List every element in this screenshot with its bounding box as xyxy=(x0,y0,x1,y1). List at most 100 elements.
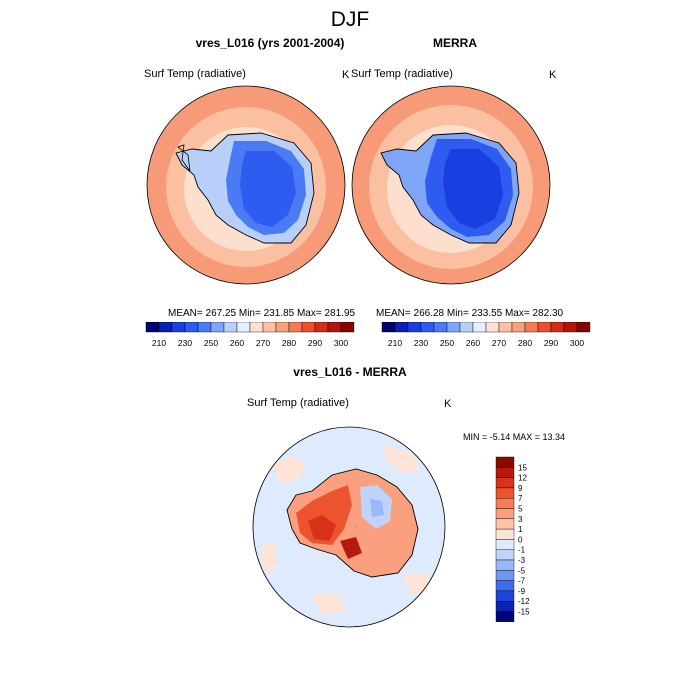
colorbar-swatch xyxy=(485,322,500,333)
colorbar-swatch xyxy=(495,570,515,581)
colorbar-tick-labels: 210 230 250 260 270 280 290 300 xyxy=(388,338,584,348)
colorbar-horizontal-model: 210 230 250 260 270 280 290 300 xyxy=(145,322,355,348)
colorbar-swatch xyxy=(537,322,552,333)
colorbar-tick-label: 9 xyxy=(518,484,523,493)
colorbar-tick-label: 15 xyxy=(518,463,527,472)
page-title: DJF xyxy=(330,8,370,31)
panel-variable-label-merra: Surf Temp (radiative) xyxy=(351,68,453,80)
panel-title-model: vres_L016 (yrs 2001-2004) xyxy=(195,36,345,50)
colorbar-tick-label: 260 xyxy=(230,338,244,348)
colorbar-tick-label: 5 xyxy=(518,505,523,514)
colorbar-swatch xyxy=(249,322,264,333)
colorbar-swatch xyxy=(301,322,316,333)
polar-map-merra xyxy=(351,85,551,285)
colorbar-tick-label: 250 xyxy=(204,338,218,348)
colorbar-tick-label: 12 xyxy=(518,474,527,483)
stats-merra: MEAN= 266.28 Min= 233.55 Max= 282.30 xyxy=(376,308,564,319)
colorbar-swatch xyxy=(495,539,515,550)
colorbar-tick-label: -5 xyxy=(518,566,526,575)
colorbar-swatch xyxy=(563,322,578,333)
colorbar-swatch xyxy=(495,498,515,509)
colorbar-swatch xyxy=(158,322,173,333)
colorbar-tick-labels: 210 230 250 260 270 280 290 300 xyxy=(152,338,348,348)
colorbar-tick-label: 290 xyxy=(544,338,558,348)
colorbar-tick-label: -9 xyxy=(518,587,526,596)
diff-units: K xyxy=(444,398,452,410)
colorbar-tick-label: 270 xyxy=(256,338,270,348)
colorbar-swatch xyxy=(495,528,515,540)
colorbar-swatch xyxy=(495,611,515,623)
colorbar-swatch xyxy=(495,600,515,612)
colorbar-swatch xyxy=(288,322,303,333)
colorbar-swatch xyxy=(524,322,539,333)
colorbar-tick-label: 230 xyxy=(414,338,428,348)
colorbar-tick-label: -7 xyxy=(518,577,526,586)
colorbar-swatch xyxy=(394,322,409,333)
colorbar-swatch xyxy=(340,322,355,333)
colorbar-swatch xyxy=(262,322,277,333)
colorbar-tick-label: 7 xyxy=(518,494,523,503)
colorbar-tick-label: -3 xyxy=(518,556,526,565)
colorbar-swatch xyxy=(495,590,515,602)
colorbar-swatch xyxy=(498,322,513,333)
colorbar-tick-label: -1 xyxy=(518,546,526,555)
colorbar-swatch xyxy=(210,322,225,333)
colorbar-swatch xyxy=(407,322,422,333)
colorbar-tick-label: 210 xyxy=(152,338,166,348)
stats-model: MEAN= 267.25 Min= 231.85 Max= 281.95 xyxy=(168,308,356,319)
colorbar-tick-label: 230 xyxy=(178,338,192,348)
colorbar-tick-label: 280 xyxy=(282,338,296,348)
colorbar-swatch xyxy=(381,322,396,333)
colorbar-tick-label: 270 xyxy=(492,338,506,348)
panel-units-model: K xyxy=(342,69,350,81)
colorbar-swatch xyxy=(472,322,487,333)
colorbar-swatches xyxy=(381,322,591,333)
colorbar-swatch xyxy=(495,467,515,478)
colorbar-tick-label: 280 xyxy=(518,338,532,348)
colorbar-tick-label: 260 xyxy=(466,338,480,348)
colorbar-swatch xyxy=(495,487,515,499)
colorbar-swatch xyxy=(145,322,160,333)
colorbar-tick-label: 290 xyxy=(308,338,322,348)
colorbar-tick-label: -15 xyxy=(518,608,530,617)
colorbar-swatch xyxy=(495,508,515,520)
colorbar-tick-label: 1 xyxy=(518,525,523,534)
colorbar-swatch xyxy=(495,477,515,489)
colorbar-swatch xyxy=(327,322,342,333)
panel-units-merra: K xyxy=(549,69,557,81)
colorbar-tick-label: 0 xyxy=(518,535,523,544)
colorbar-tick-label: 300 xyxy=(334,338,348,348)
diff-variable-label: Surf Temp (radiative) xyxy=(247,397,349,409)
colorbar-swatch xyxy=(495,518,515,530)
colorbar-tick-label: 250 xyxy=(440,338,454,348)
colorbar-swatch xyxy=(576,322,591,333)
colorbar-swatch xyxy=(495,580,515,592)
colorbar-swatch xyxy=(314,322,329,333)
colorbar-swatches xyxy=(495,456,515,623)
colorbar-swatch xyxy=(550,322,565,333)
polar-map-model xyxy=(146,85,346,285)
colorbar-swatch xyxy=(184,322,199,333)
colorbar-tick-label: 210 xyxy=(388,338,402,348)
polar-map-difference xyxy=(252,426,446,628)
colorbar-swatch xyxy=(275,322,290,333)
colorbar-swatch xyxy=(511,322,526,333)
colorbar-swatch xyxy=(433,322,448,333)
colorbar-swatch xyxy=(420,322,435,333)
colorbar-tick-label: 300 xyxy=(570,338,584,348)
colorbar-swatch xyxy=(236,322,251,333)
colorbar-swatches xyxy=(145,322,355,333)
colorbar-tick-label: -12 xyxy=(518,597,530,606)
colorbar-swatch xyxy=(197,322,212,333)
diff-panel-title: vres_L016 - MERRA xyxy=(293,365,407,379)
colorbar-swatch xyxy=(495,549,515,561)
colorbar-swatch xyxy=(495,559,515,571)
colorbar-horizontal-merra: 210 230 250 260 270 280 290 300 xyxy=(381,322,591,348)
panel-variable-label-model: Surf Temp (radiative) xyxy=(144,68,246,80)
colorbar-swatch xyxy=(459,322,474,333)
diff-stats: MIN = -5.14 MAX = 13.34 xyxy=(463,432,566,442)
colorbar-swatch xyxy=(223,322,238,333)
colorbar-swatch xyxy=(495,456,515,468)
